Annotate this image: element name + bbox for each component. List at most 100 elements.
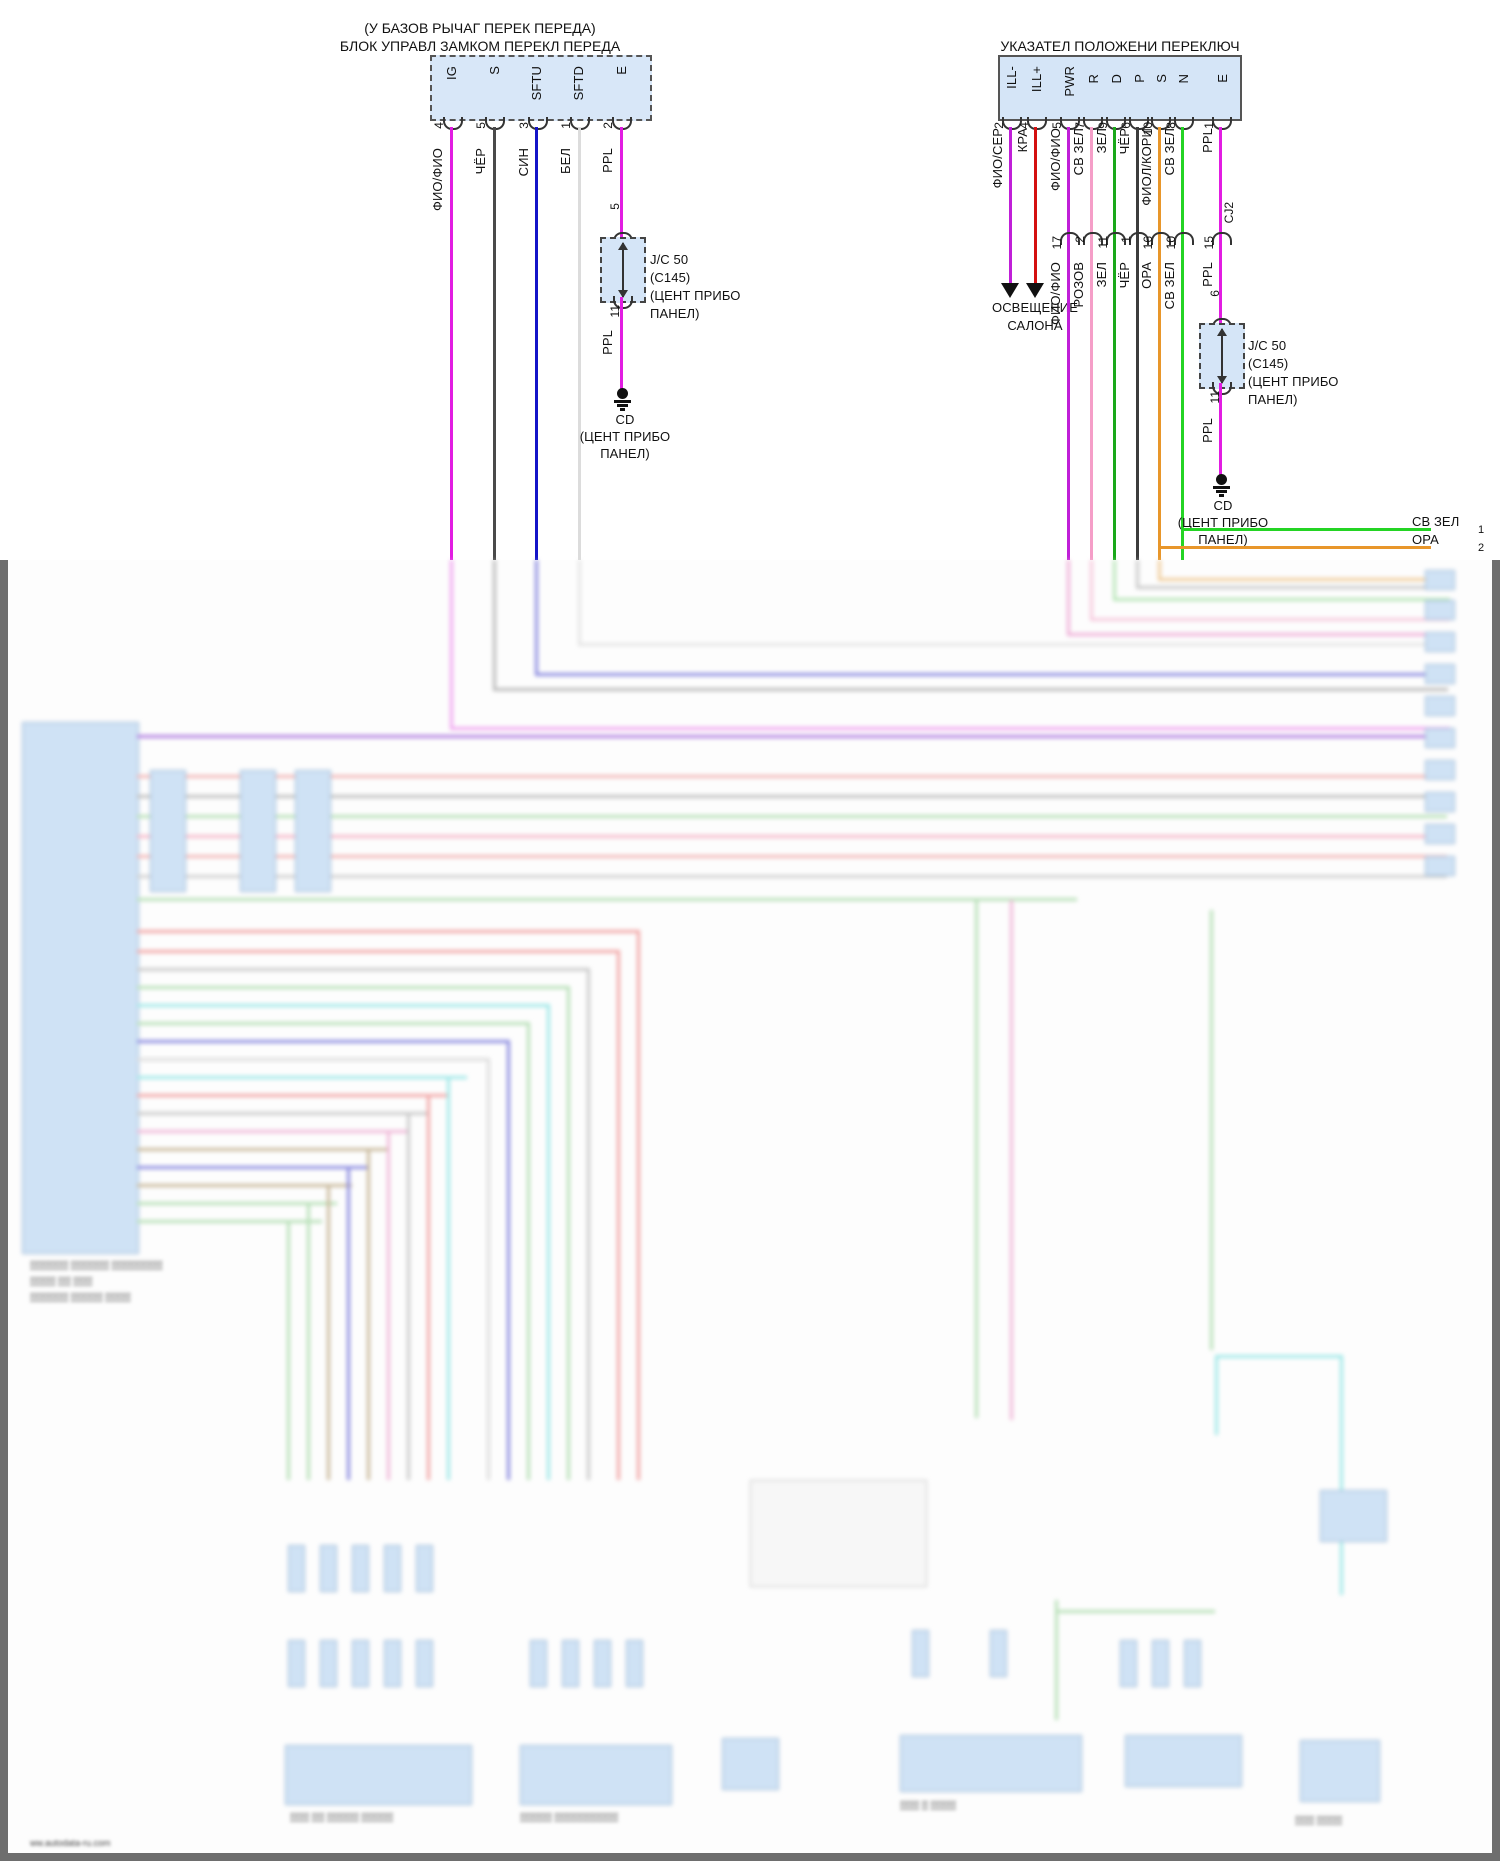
right-wire-label-5: ЗЕЛ xyxy=(1094,128,1109,154)
right-wire-label-8: СВ ЗЕЛ xyxy=(1162,128,1177,176)
right-pin-name-ill-plus: ILL+ xyxy=(1029,66,1044,93)
bottom-caption-1: ▒▒▒ ▒▒ ▒▒▒▒▒ ▒▒▒▒▒ xyxy=(290,1812,394,1822)
right-wire-e-lower xyxy=(1219,383,1222,478)
right-pin-name-r: R xyxy=(1086,74,1101,84)
left-pin-name-e: E xyxy=(614,66,629,75)
right-pin-name-e: E xyxy=(1215,74,1230,83)
right-wire-r xyxy=(1090,127,1093,560)
left-wire-e-lower xyxy=(620,297,623,392)
right-pin-name-n: N xyxy=(1176,74,1191,84)
right-mid-label-3: ЗЕЛ xyxy=(1094,262,1109,288)
left-wire-label-4: БЕЛ xyxy=(558,148,573,175)
bottom-connector-6[interactable] xyxy=(1300,1740,1380,1802)
right-edge-label-1: СВ ЗЕЛ xyxy=(1412,514,1460,529)
arrow-down-ill-plus xyxy=(1026,283,1044,298)
right-wire-label-4: СВ ЗЕЛ xyxy=(1071,128,1086,176)
right-mid-module[interactable] xyxy=(1320,1490,1387,1542)
right-pin-name-pwr: PWR xyxy=(1062,66,1077,97)
left-wire-ig xyxy=(450,127,453,560)
bottom-connector-3[interactable] xyxy=(722,1738,779,1790)
right-mid-label-2: РОЗОВ xyxy=(1071,262,1086,308)
ecu-caption-2: ▒▒▒▒ ▒▒ ▒▒▒ xyxy=(30,1276,93,1286)
right-pin-cup-9 xyxy=(1212,117,1232,130)
left-wire-sftd xyxy=(578,127,581,560)
top-white-area xyxy=(0,0,1500,560)
right-ground-line2: ПАНЕЛ) xyxy=(1198,532,1248,547)
right-edge-number-1: 1 xyxy=(1478,524,1485,536)
right-ground-line1: (ЦЕНТ ПРИБО xyxy=(1177,515,1269,530)
bottom-connector-2[interactable] xyxy=(520,1745,672,1805)
right-mid-number-4: 1 xyxy=(1119,236,1133,243)
right-wire-label-9: PPL xyxy=(1200,128,1215,153)
right-mid-number-3: 11 xyxy=(1096,236,1110,249)
right-splice-label-4: ПАНЕЛ) xyxy=(1248,392,1298,407)
left-pin-number-3: 3 xyxy=(517,122,531,129)
left-pin-number-4: 1 xyxy=(559,122,573,129)
right-splice-label-1: J/C 50 xyxy=(1248,338,1287,353)
left-wire-label-2: ЧЁР xyxy=(473,148,488,175)
right-mid-number-7: 15 xyxy=(1202,236,1216,250)
left-wire-label-3: СИН xyxy=(516,148,531,177)
left-splice-label-3: (ЦЕНТ ПРИБО xyxy=(650,288,741,303)
right-pin-cup-3 xyxy=(1060,117,1080,130)
left-connector-title-line1: (У БАЗОВ РЫЧАГ ПЕРЕК ПЕРЕДА) xyxy=(364,20,596,36)
right-splice-cup-bottom xyxy=(1212,382,1232,395)
right-edge-label-2: ОРА xyxy=(1412,532,1439,547)
right-mid-number-1: 17 xyxy=(1050,236,1064,250)
right-wire-label-3: ФИО/ФИО xyxy=(1048,128,1063,191)
right-wire-label-1: ФИО/СЕР xyxy=(990,128,1005,189)
right-cjoint-label: CJ2 xyxy=(1222,202,1236,224)
bottom-connector-1[interactable] xyxy=(285,1745,472,1805)
right-wire-pwr xyxy=(1067,127,1070,560)
right-pin-cup-1 xyxy=(1002,117,1022,130)
left-splice-top-pin: 5 xyxy=(608,203,622,210)
left-wire-label-5: PPL xyxy=(600,148,615,173)
left-splice-below-label: PPL xyxy=(600,330,615,355)
left-ground-line1: (ЦЕНТ ПРИБО xyxy=(579,429,671,444)
lower-diagram-sheet xyxy=(8,560,1492,1853)
right-splice-label-2: (C145) xyxy=(1248,356,1289,371)
left-splice-box[interactable] xyxy=(600,237,646,303)
ecu-connector-block[interactable] xyxy=(22,722,139,1254)
right-mid-label-6: СВ ЗЕЛ xyxy=(1162,262,1177,310)
right-pin-cup-6 xyxy=(1129,117,1149,130)
left-wire-label-1: ФИО/ФИО xyxy=(430,148,445,211)
right-splice-top-pin: 6 xyxy=(1208,290,1222,297)
bottom-caption-3: ▒▒▒ ▒ ▒▒▒▒ xyxy=(900,1800,957,1810)
right-ground-icon xyxy=(1212,474,1230,497)
right-edge-wire-2 xyxy=(1158,546,1431,549)
left-splice-cup-bottom xyxy=(613,296,633,309)
right-pin-cup-8 xyxy=(1174,117,1194,130)
right-pin-cup-2 xyxy=(1027,117,1047,130)
right-pin-name-d: D xyxy=(1109,74,1124,84)
center-module-box[interactable] xyxy=(750,1480,927,1587)
left-ground-line2: ПАНЕЛ) xyxy=(600,446,650,461)
left-ground-name: CD xyxy=(615,412,635,427)
right-pin-name-p: P xyxy=(1132,74,1147,83)
right-edge-number-2: 2 xyxy=(1478,542,1485,554)
left-pin-number-1: 4 xyxy=(432,122,446,129)
right-pin-name-s: S xyxy=(1154,74,1169,83)
right-pin-cup-7 xyxy=(1151,117,1171,130)
left-wire-s xyxy=(493,127,496,560)
right-ground-name: CD xyxy=(1213,498,1233,513)
left-connector-box[interactable] xyxy=(430,55,652,121)
right-wire-s xyxy=(1158,127,1161,560)
left-pin-name-ig: IG xyxy=(444,66,459,80)
bottom-connector-5[interactable] xyxy=(1125,1735,1242,1787)
ecu-caption-1: ▒▒▒▒▒▒ ▒▒▒▒▒▒ ▒▒▒▒▒▒▒▒ xyxy=(30,1260,163,1270)
right-mid-number-6: 10 xyxy=(1164,236,1178,250)
right-wire-d xyxy=(1113,127,1116,560)
right-mid-label-5: ОРА xyxy=(1139,262,1154,289)
right-connector-box[interactable] xyxy=(998,55,1242,121)
bottom-connector-4[interactable] xyxy=(900,1735,1082,1792)
right-splice-box[interactable] xyxy=(1199,323,1245,389)
right-mid-number-2: 2 xyxy=(1073,236,1087,243)
left-pin-number-5: 2 xyxy=(601,122,615,129)
left-wire-sftu xyxy=(535,127,538,560)
left-pin-cup-3 xyxy=(528,117,548,130)
right-wire-n xyxy=(1181,127,1184,560)
right-wire-label-7: ФИОЛ/КОРИ xyxy=(1139,128,1154,206)
right-wire-e-upper xyxy=(1219,127,1222,327)
